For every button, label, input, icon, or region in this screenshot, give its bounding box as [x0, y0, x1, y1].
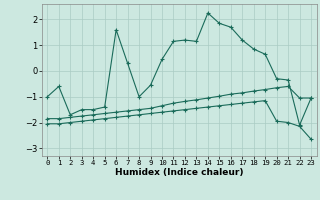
X-axis label: Humidex (Indice chaleur): Humidex (Indice chaleur) [115, 168, 244, 177]
